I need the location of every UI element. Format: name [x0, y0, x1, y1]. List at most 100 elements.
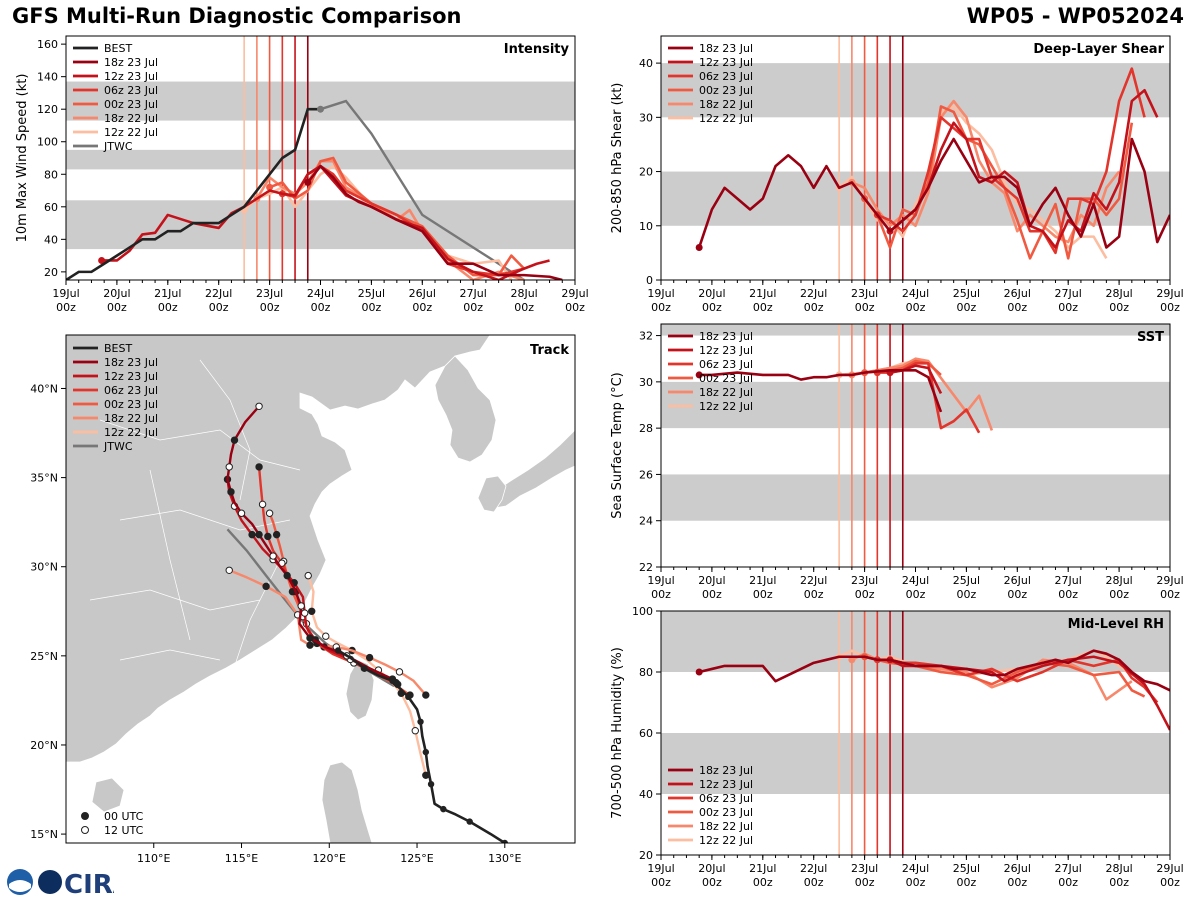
track-point-00utc	[306, 641, 314, 649]
track-point-12utc	[265, 509, 274, 517]
shear-legend-label: 18z 22 Jul	[699, 98, 753, 111]
track-ytick-label: 15°N	[30, 828, 58, 841]
shear-xtick-hour: 00z	[855, 301, 875, 314]
land-luzon	[321, 761, 373, 843]
intensity-legend-label: JTWC	[103, 140, 133, 153]
shear-ylabel: 200-850 hPa Shear (kt)	[610, 83, 625, 234]
shear-xtick-label: 22Jul	[800, 287, 827, 300]
land-hainan	[91, 777, 125, 813]
sst-init-point	[695, 371, 703, 379]
shear-xtick-hour: 00z	[651, 301, 671, 314]
intensity-legend-label: 18z 22 Jul	[104, 112, 158, 125]
sst-band-1	[661, 381, 1170, 429]
shear-xtick-hour: 00z	[906, 301, 926, 314]
shear-xtick-label: 24Jul	[902, 287, 929, 300]
intensity-xtick-label: 25Jul	[358, 287, 385, 300]
rh-ytick-label: 20	[639, 849, 653, 862]
shear-xtick-label: 19Jul	[647, 287, 674, 300]
shear-band-1	[661, 63, 1170, 118]
intensity-xtick-label: 19Jul	[52, 287, 79, 300]
track-point-12utc	[255, 402, 263, 410]
shear-legend-label: 06z 23 Jul	[699, 70, 753, 83]
intensity-xtick-label: 24Jul	[307, 287, 334, 300]
sst-xtick-hour: 00z	[651, 588, 671, 601]
rh-xtick-label: 29Jul	[1156, 862, 1183, 875]
track-point-00utc	[255, 530, 263, 539]
shear-panel: 19Jul00z20Jul00z21Jul00z22Jul00z23Jul00z…	[610, 35, 1184, 314]
sst-xtick-label: 28Jul	[1105, 574, 1132, 587]
track-series-18z-23-Jul	[226, 405, 393, 681]
rh-ylabel: 700-500 hPa Humidity (%)	[610, 647, 625, 819]
shear-legend-label: 12z 22 Jul	[699, 112, 753, 125]
rh-plot-area	[661, 611, 1170, 855]
cira-logo-text: CIRA	[64, 870, 114, 898]
sst-xtick-label: 29Jul	[1156, 574, 1183, 587]
intensity-xtick-label: 20Jul	[103, 287, 130, 300]
track-point-00utc	[283, 571, 291, 580]
intensity-band-2	[66, 81, 575, 121]
rh-legend-label: 18z 22 Jul	[699, 820, 753, 833]
sst-xtick-label: 25Jul	[953, 574, 980, 587]
rh-xtick-label: 21Jul	[749, 862, 776, 875]
track-best-point	[417, 718, 424, 725]
rh-xtick-hour: 00z	[753, 876, 773, 889]
intensity-xtick-hour: 00z	[260, 301, 280, 314]
track-point-00utc	[306, 634, 314, 642]
sst-xtick-hour: 00z	[1058, 588, 1078, 601]
track-marker-legend-label: 12 UTC	[104, 824, 144, 837]
sst-plot-area	[661, 324, 1170, 567]
sst-xtick-hour: 00z	[957, 588, 977, 601]
intensity-init-point	[304, 178, 312, 186]
intensity-ytick-label: 40	[44, 233, 58, 246]
intensity-ytick-label: 100	[37, 136, 58, 149]
rh-band-0	[661, 733, 1170, 794]
shear-legend-label: 00z 23 Jul	[699, 84, 753, 97]
sst-xtick-hour: 00z	[1160, 588, 1180, 601]
shear-xtick-hour: 00z	[804, 301, 824, 314]
sst-xtick-label: 26Jul	[1004, 574, 1031, 587]
shear-xtick-hour: 00z	[702, 301, 722, 314]
track-point-12utc	[322, 632, 330, 640]
rh-ytick-label: 40	[639, 788, 653, 801]
shear-xtick-label: 21Jul	[749, 287, 776, 300]
rh-xtick-hour: 00z	[1160, 876, 1180, 889]
sst-ytick-label: 22	[639, 561, 653, 574]
shear-xtick-label: 28Jul	[1105, 287, 1132, 300]
rh-xtick-hour: 00z	[1007, 876, 1027, 889]
track-legend-label: BEST	[104, 342, 132, 355]
shear-xtick-hour: 00z	[1160, 301, 1180, 314]
intensity-legend-label: 12z 23 Jul	[104, 70, 158, 83]
shear-xtick-label: 25Jul	[953, 287, 980, 300]
intensity-xtick-label: 23Jul	[256, 287, 283, 300]
rh-xtick-label: 19Jul	[647, 862, 674, 875]
track-point-00utc	[262, 582, 270, 591]
track-legend-label: JTWC	[103, 440, 133, 453]
intensity-legend-label: BEST	[104, 42, 132, 55]
track-best-line	[337, 649, 506, 843]
track-best-point	[427, 780, 435, 788]
track-point-12utc	[301, 609, 309, 617]
track-point-00utc	[365, 653, 374, 662]
shear-xtick-label: 23Jul	[851, 287, 878, 300]
rh-xtick-hour: 00z	[957, 876, 977, 889]
track-point-00utc	[248, 530, 256, 539]
sst-legend-label: 12z 22 Jul	[699, 400, 753, 413]
rh-title: Mid-Level RH	[1068, 617, 1164, 632]
rh-xtick-label: 25Jul	[953, 862, 980, 875]
sst-xtick-label: 19Jul	[647, 574, 674, 587]
intensity-xtick-hour: 00z	[412, 301, 432, 314]
track-marker-legend-symbol	[81, 826, 89, 834]
track-legend-label: 06z 23 Jul	[104, 384, 158, 397]
sst-xtick-label: 22Jul	[800, 574, 827, 587]
sst-xtick-label: 20Jul	[698, 574, 725, 587]
sst-legend-label: 18z 23 Jul	[699, 330, 753, 343]
intensity-band-1	[66, 149, 575, 170]
rh-legend-label: 00z 23 Jul	[699, 806, 753, 819]
intensity-xtick-hour: 00z	[514, 301, 534, 314]
sst-xtick-label: 24Jul	[902, 574, 929, 587]
rh-xtick-hour: 00z	[1058, 876, 1078, 889]
intensity-ytick-label: 140	[37, 71, 58, 84]
track-frame	[65, 334, 576, 844]
rh-legend-label: 12z 23 Jul	[699, 778, 753, 791]
track-point-12utc	[225, 463, 233, 471]
